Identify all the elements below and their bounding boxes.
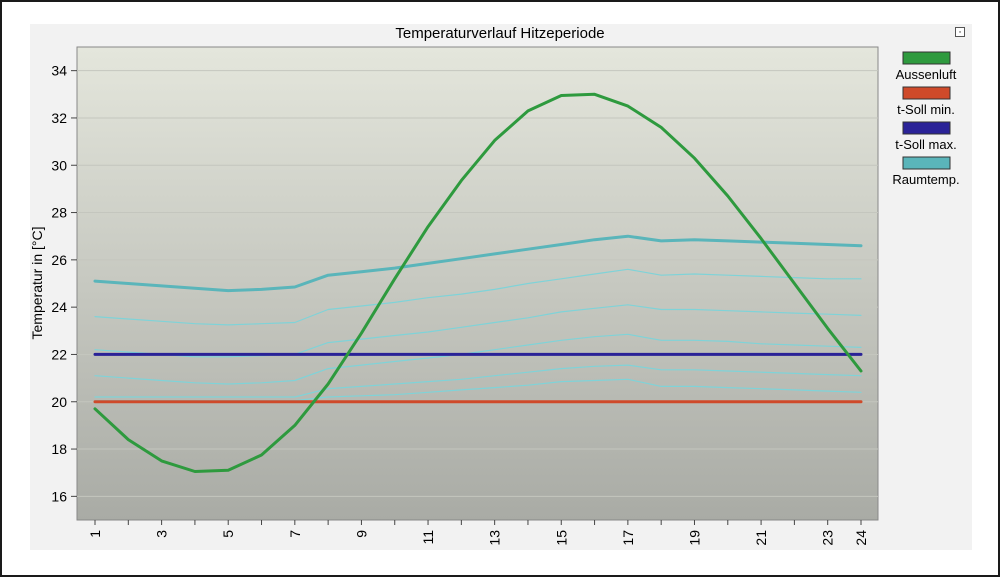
y-axis-label: Temperatur in [°C] — [29, 227, 45, 340]
legend-label: t-Soll max. — [895, 137, 956, 152]
x-tick-label: 3 — [154, 530, 170, 538]
raumtemp-secondary-line-4 — [94, 364, 862, 398]
x-tick-label: 9 — [353, 530, 369, 538]
y-tick-label: 18 — [51, 441, 67, 457]
plot-area — [76, 46, 879, 521]
x-tick-label: 17 — [620, 530, 636, 546]
y-axis: 16 18 20 22 24 26 28 30 32 34 — [51, 63, 77, 504]
x-tick-label: 7 — [287, 530, 303, 538]
series-line-aussenluft — [93, 92, 863, 473]
legend-swatch — [902, 156, 951, 170]
raumtemp-secondary-line-2 — [94, 304, 862, 358]
x-tick-label: 11 — [420, 530, 436, 545]
raumtemp-secondary-line-1 — [94, 268, 862, 326]
raumtemp-secondary-line-3 — [94, 333, 862, 385]
legend: Aussenluft t-Soll min. t-Soll max. Raumtemp… — [892, 51, 960, 187]
legend-swatch — [902, 51, 951, 65]
x-tick-label: 23 — [820, 530, 836, 546]
x-tick-label: 5 — [220, 530, 236, 538]
x-tick-label: 19 — [686, 530, 702, 546]
legend-swatch — [902, 86, 951, 100]
series-layer — [93, 92, 863, 473]
x-axis: 1 3 5 7 9 11 13 15 17 19 21 23 24 — [87, 520, 869, 546]
y-tick-label: 28 — [51, 205, 67, 221]
legend-label: Raumtemp. — [892, 172, 959, 187]
x-tick-label: 24 — [853, 530, 869, 546]
y-tick-label: 34 — [51, 63, 67, 79]
y-tick-label: 26 — [51, 252, 67, 268]
y-tick-label: 24 — [51, 299, 67, 315]
y-tick-label: 22 — [51, 346, 67, 362]
legend-label: Aussenluft — [896, 67, 957, 82]
legend-swatch — [902, 121, 951, 135]
series-line-raumtemp- — [93, 234, 863, 293]
x-tick-label: 1 — [87, 530, 103, 538]
y-tick-label: 20 — [51, 394, 67, 410]
x-tick-label: 15 — [553, 530, 569, 546]
y-tick-label: 32 — [51, 110, 67, 126]
x-tick-label: 13 — [487, 530, 503, 546]
maximize-button[interactable]: ▫ — [955, 27, 965, 37]
chart-title: Temperaturverlauf Hitzeperiode — [395, 25, 605, 42]
legend-label: t-Soll min. — [897, 102, 955, 117]
y-tick-label: 16 — [51, 488, 67, 504]
x-tick-label: 21 — [753, 530, 769, 546]
y-tick-label: 30 — [51, 157, 67, 173]
